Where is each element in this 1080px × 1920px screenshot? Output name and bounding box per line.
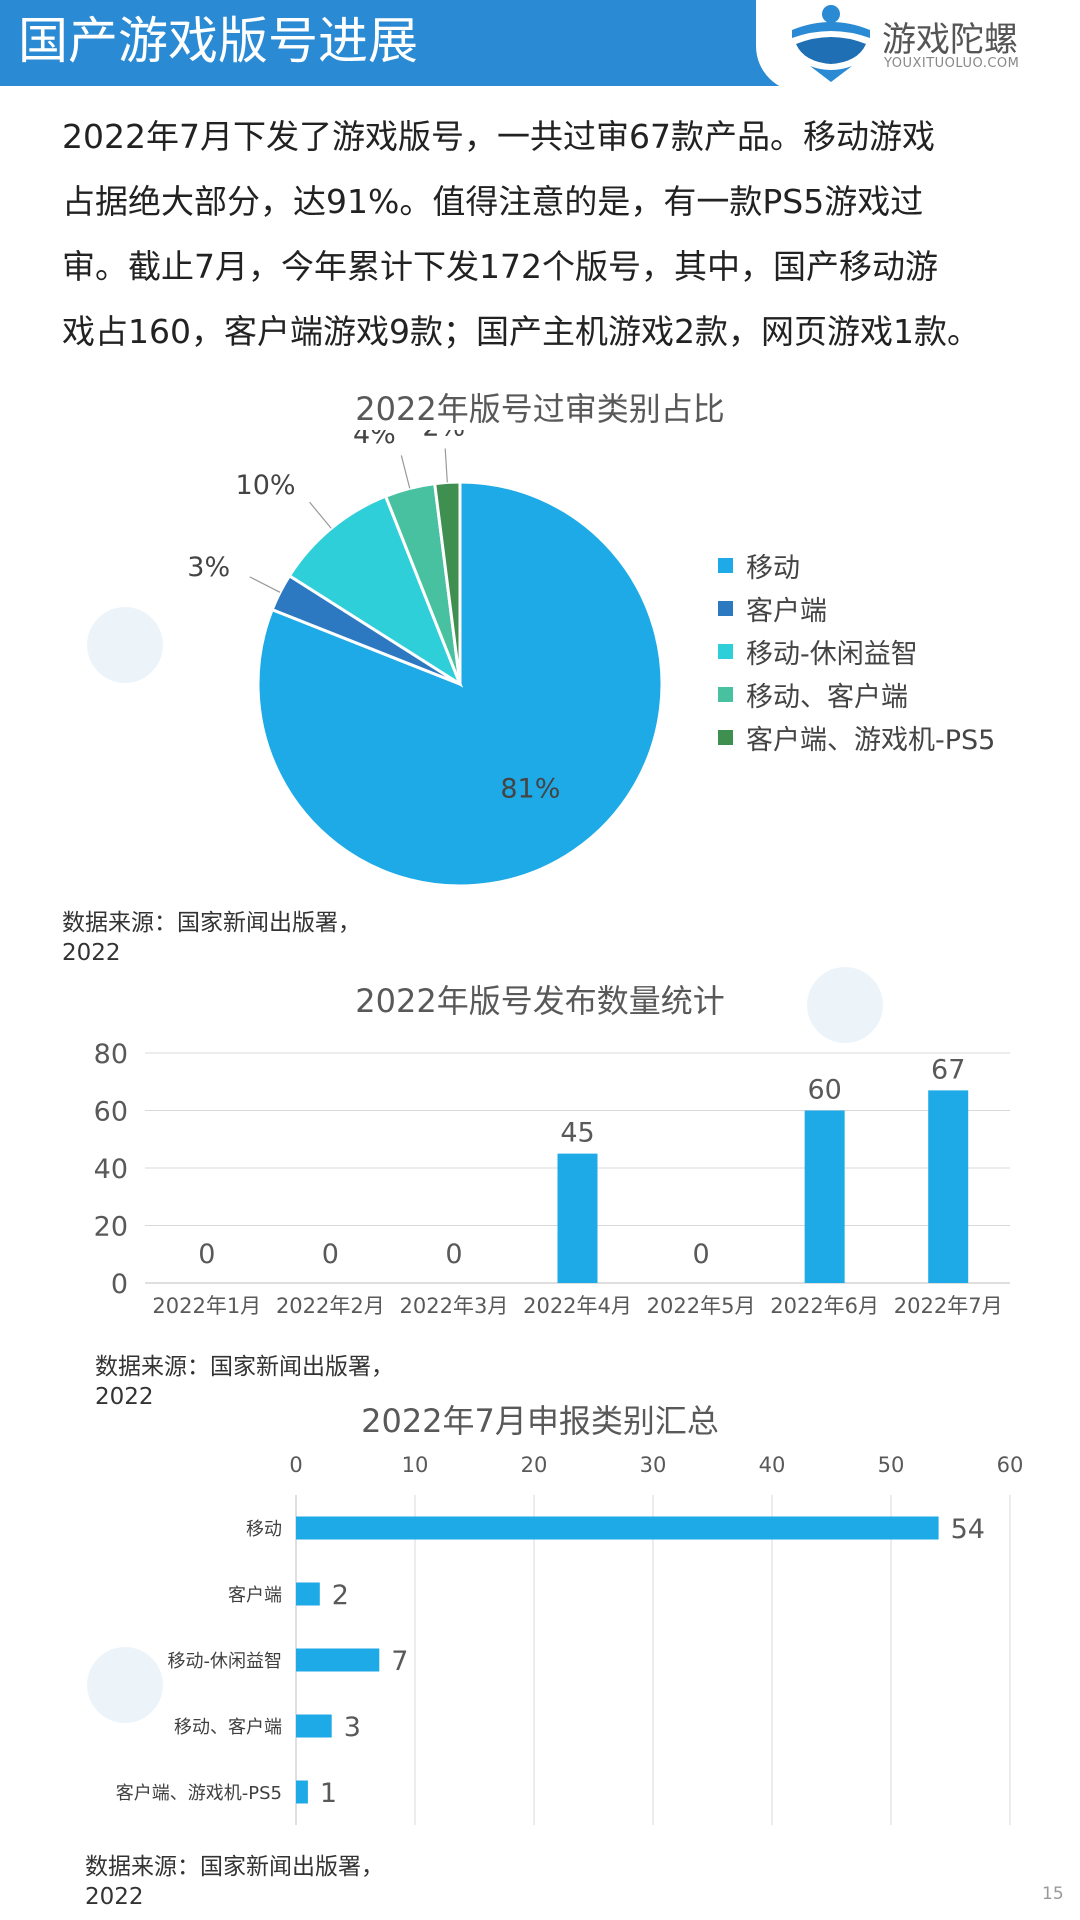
intro-paragraph: 2022年7月下发了游戏版号，一共过审67款产品。移动游戏 占据绝大部分，达91… (62, 104, 1052, 364)
y-tick-label: 移动、客户端 (174, 1717, 282, 1738)
intro-line: 戏占160，客户端游戏9款；国产主机游戏2款，网页游戏1款。 (62, 312, 980, 351)
y-tick-label: 80 (94, 1039, 128, 1070)
pie-leader-line (249, 576, 281, 593)
bar-chart-title: 2022年版号发布数量统计 (355, 982, 725, 1020)
y-tick-label: 60 (94, 1097, 128, 1128)
horizontal-bar-chart: 0 10 20 30 40 50 60 54 移动 2 客户端 7 移动-休闲益智 3 移动、客户端 1 客户端… (116, 1453, 1024, 1825)
brand-name: 游戏陀螺 (882, 20, 1018, 60)
x-tick-label: 60 (997, 1453, 1024, 1477)
x-tick-label: 2022年7月 (894, 1294, 1003, 1318)
legend-item: 移动 (718, 544, 995, 587)
pie-slice (433, 480, 462, 685)
pie-chart: 81% 3% 10% 4% 2% (187, 430, 664, 888)
pie-slice (287, 494, 464, 688)
source-text: 数据来源：国家新闻出版署， (62, 910, 361, 936)
bar-data-label: 60 (807, 1075, 841, 1106)
bar-data-label: 2 (332, 1580, 349, 1611)
bar-data-label: 45 (560, 1118, 594, 1149)
pie-source: 数据来源：国家新闻出版署， 2022 (62, 908, 361, 968)
vertical-bar-chart: 0 20 40 60 80 0 2022年1月 0 2022年2月 0 2022年3月 45 2022年… (94, 1039, 1010, 1318)
bar (296, 1516, 939, 1540)
y-tick-label: 移动-休闲益智 (168, 1651, 283, 1672)
source-year: 2022 (62, 940, 121, 966)
bar (928, 1090, 969, 1283)
legend-item: 移动、客户端 (718, 673, 995, 716)
page-title: 国产游戏版号进展 (18, 12, 418, 70)
page-number: 15 (1042, 1884, 1064, 1904)
spinning-top-icon (792, 5, 870, 82)
bar-data-label: 54 (951, 1514, 985, 1545)
x-tick-label: 2022年3月 (400, 1294, 509, 1318)
pie-data-label: 2% (422, 430, 465, 443)
bar-source: 数据来源：国家新闻出版署， 2022 (95, 1352, 394, 1412)
legend-label: 客户端 (746, 596, 827, 627)
legend-item: 客户端、游戏机-PS5 (718, 716, 995, 759)
x-tick-label: 50 (878, 1453, 905, 1477)
legend-label: 客户端、游戏机-PS5 (746, 725, 996, 756)
pie-legend: 移动客户端移动-休闲益智 移动、客户端客户端、游戏机-PS5 (718, 544, 995, 759)
x-tick-label: 20 (521, 1453, 548, 1477)
y-tick-label: 40 (94, 1154, 128, 1185)
x-tick-label: 10 (402, 1453, 429, 1477)
legend-label: 移动 (746, 553, 800, 584)
x-tick-label: 2022年6月 (770, 1294, 879, 1318)
x-tick-label: 40 (759, 1453, 786, 1477)
source-year: 2022 (85, 1884, 144, 1910)
pie-leader-line (400, 455, 411, 489)
legend-swatch (718, 730, 733, 745)
x-tick-label: 2022年5月 (647, 1294, 756, 1318)
pie-data-label: 4% (353, 430, 396, 450)
legend-label: 移动、客户端 (746, 682, 908, 713)
hbar-chart-title: 2022年7月申报类别汇总 (361, 1402, 719, 1440)
x-tick-label: 2022年1月 (152, 1294, 261, 1318)
bar (296, 1648, 380, 1672)
x-tick-label: 0 (289, 1453, 302, 1477)
bar (296, 1714, 332, 1738)
legend-item: 客户端 (718, 587, 995, 630)
x-tick-label: 30 (640, 1453, 667, 1477)
bar-data-label: 0 (198, 1239, 215, 1270)
brand-logo: 游戏陀螺 YOUXITUOLUO.COM (756, 0, 1080, 92)
bar (296, 1780, 308, 1804)
y-tick-label: 客户端 (228, 1585, 282, 1606)
legend-swatch (718, 644, 733, 659)
legend-label: 移动-休闲益智 (746, 639, 918, 670)
bar-data-label: 0 (322, 1239, 339, 1270)
legend-swatch (718, 601, 733, 616)
pie-data-label: 10% (236, 470, 296, 501)
source-year: 2022 (95, 1384, 154, 1410)
y-tick-label: 移动 (246, 1519, 282, 1540)
source-text: 数据来源：国家新闻出版署， (95, 1354, 394, 1380)
intro-line: 2022年7月下发了游戏版号，一共过审67款产品。移动游戏 (62, 117, 935, 156)
y-tick-label: 20 (94, 1212, 128, 1243)
bar-data-label: 0 (445, 1239, 462, 1270)
legend-item: 移动-休闲益智 (718, 630, 995, 673)
legend-swatch (718, 558, 733, 573)
pie-data-label: 81% (500, 774, 560, 805)
x-tick-label: 2022年2月 (276, 1294, 385, 1318)
pie-data-label: 3% (187, 552, 230, 583)
bar (296, 1582, 320, 1606)
intro-line: 审。截止7月，今年累计下发172个版号，其中，国产移动游 (62, 247, 938, 286)
x-tick-label: 2022年4月 (523, 1294, 632, 1318)
bar-data-label: 7 (391, 1646, 408, 1677)
bar-data-label: 3 (344, 1712, 361, 1743)
pie-leader-line (444, 448, 448, 483)
bar-data-label: 1 (320, 1778, 337, 1809)
bar-data-label: 0 (692, 1239, 709, 1270)
pie-leader-line (309, 501, 332, 529)
bar (557, 1153, 598, 1283)
brand-domain: YOUXITUOLUO.COM (884, 56, 1020, 71)
y-tick-label: 0 (111, 1269, 128, 1300)
y-tick-label: 客户端、游戏机-PS5 (116, 1783, 282, 1804)
intro-line: 占据绝大部分，达91%。值得注意的是，有一款PS5游戏过 (62, 182, 924, 221)
hbar-source: 数据来源：国家新闻出版署， 2022 (85, 1852, 384, 1912)
source-text: 数据来源：国家新闻出版署， (85, 1854, 384, 1880)
pie-chart-title: 2022年版号过审类别占比 (355, 390, 725, 428)
legend-swatch (718, 687, 733, 702)
bar (804, 1110, 845, 1283)
bar-data-label: 67 (931, 1054, 965, 1085)
